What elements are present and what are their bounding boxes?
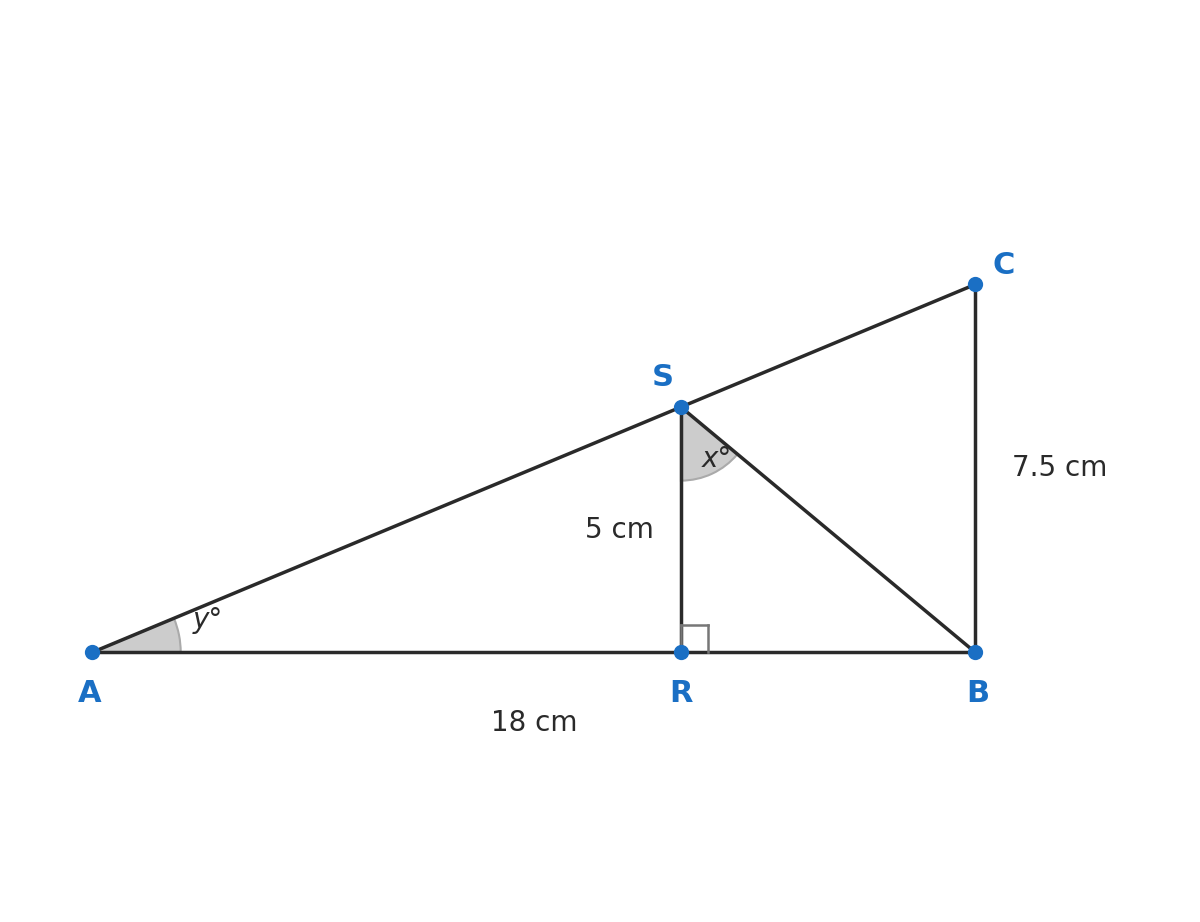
Point (671, 644, 690, 659)
Text: S: S (652, 363, 673, 393)
Text: 7.5 cm: 7.5 cm (1012, 455, 1108, 482)
Text: A: A (78, 680, 102, 708)
Point (671, 399, 690, 414)
Wedge shape (680, 407, 738, 480)
Wedge shape (92, 619, 181, 652)
Text: 18 cm: 18 cm (491, 709, 577, 737)
Point (966, 278, 985, 292)
Text: 5 cm: 5 cm (586, 515, 654, 544)
Point (83, 644, 102, 659)
Point (966, 644, 985, 659)
Text: C: C (992, 251, 1015, 279)
Text: x°: x° (702, 444, 732, 473)
Text: R: R (670, 680, 692, 708)
Text: y°: y° (193, 606, 223, 633)
Text: B: B (966, 680, 989, 708)
